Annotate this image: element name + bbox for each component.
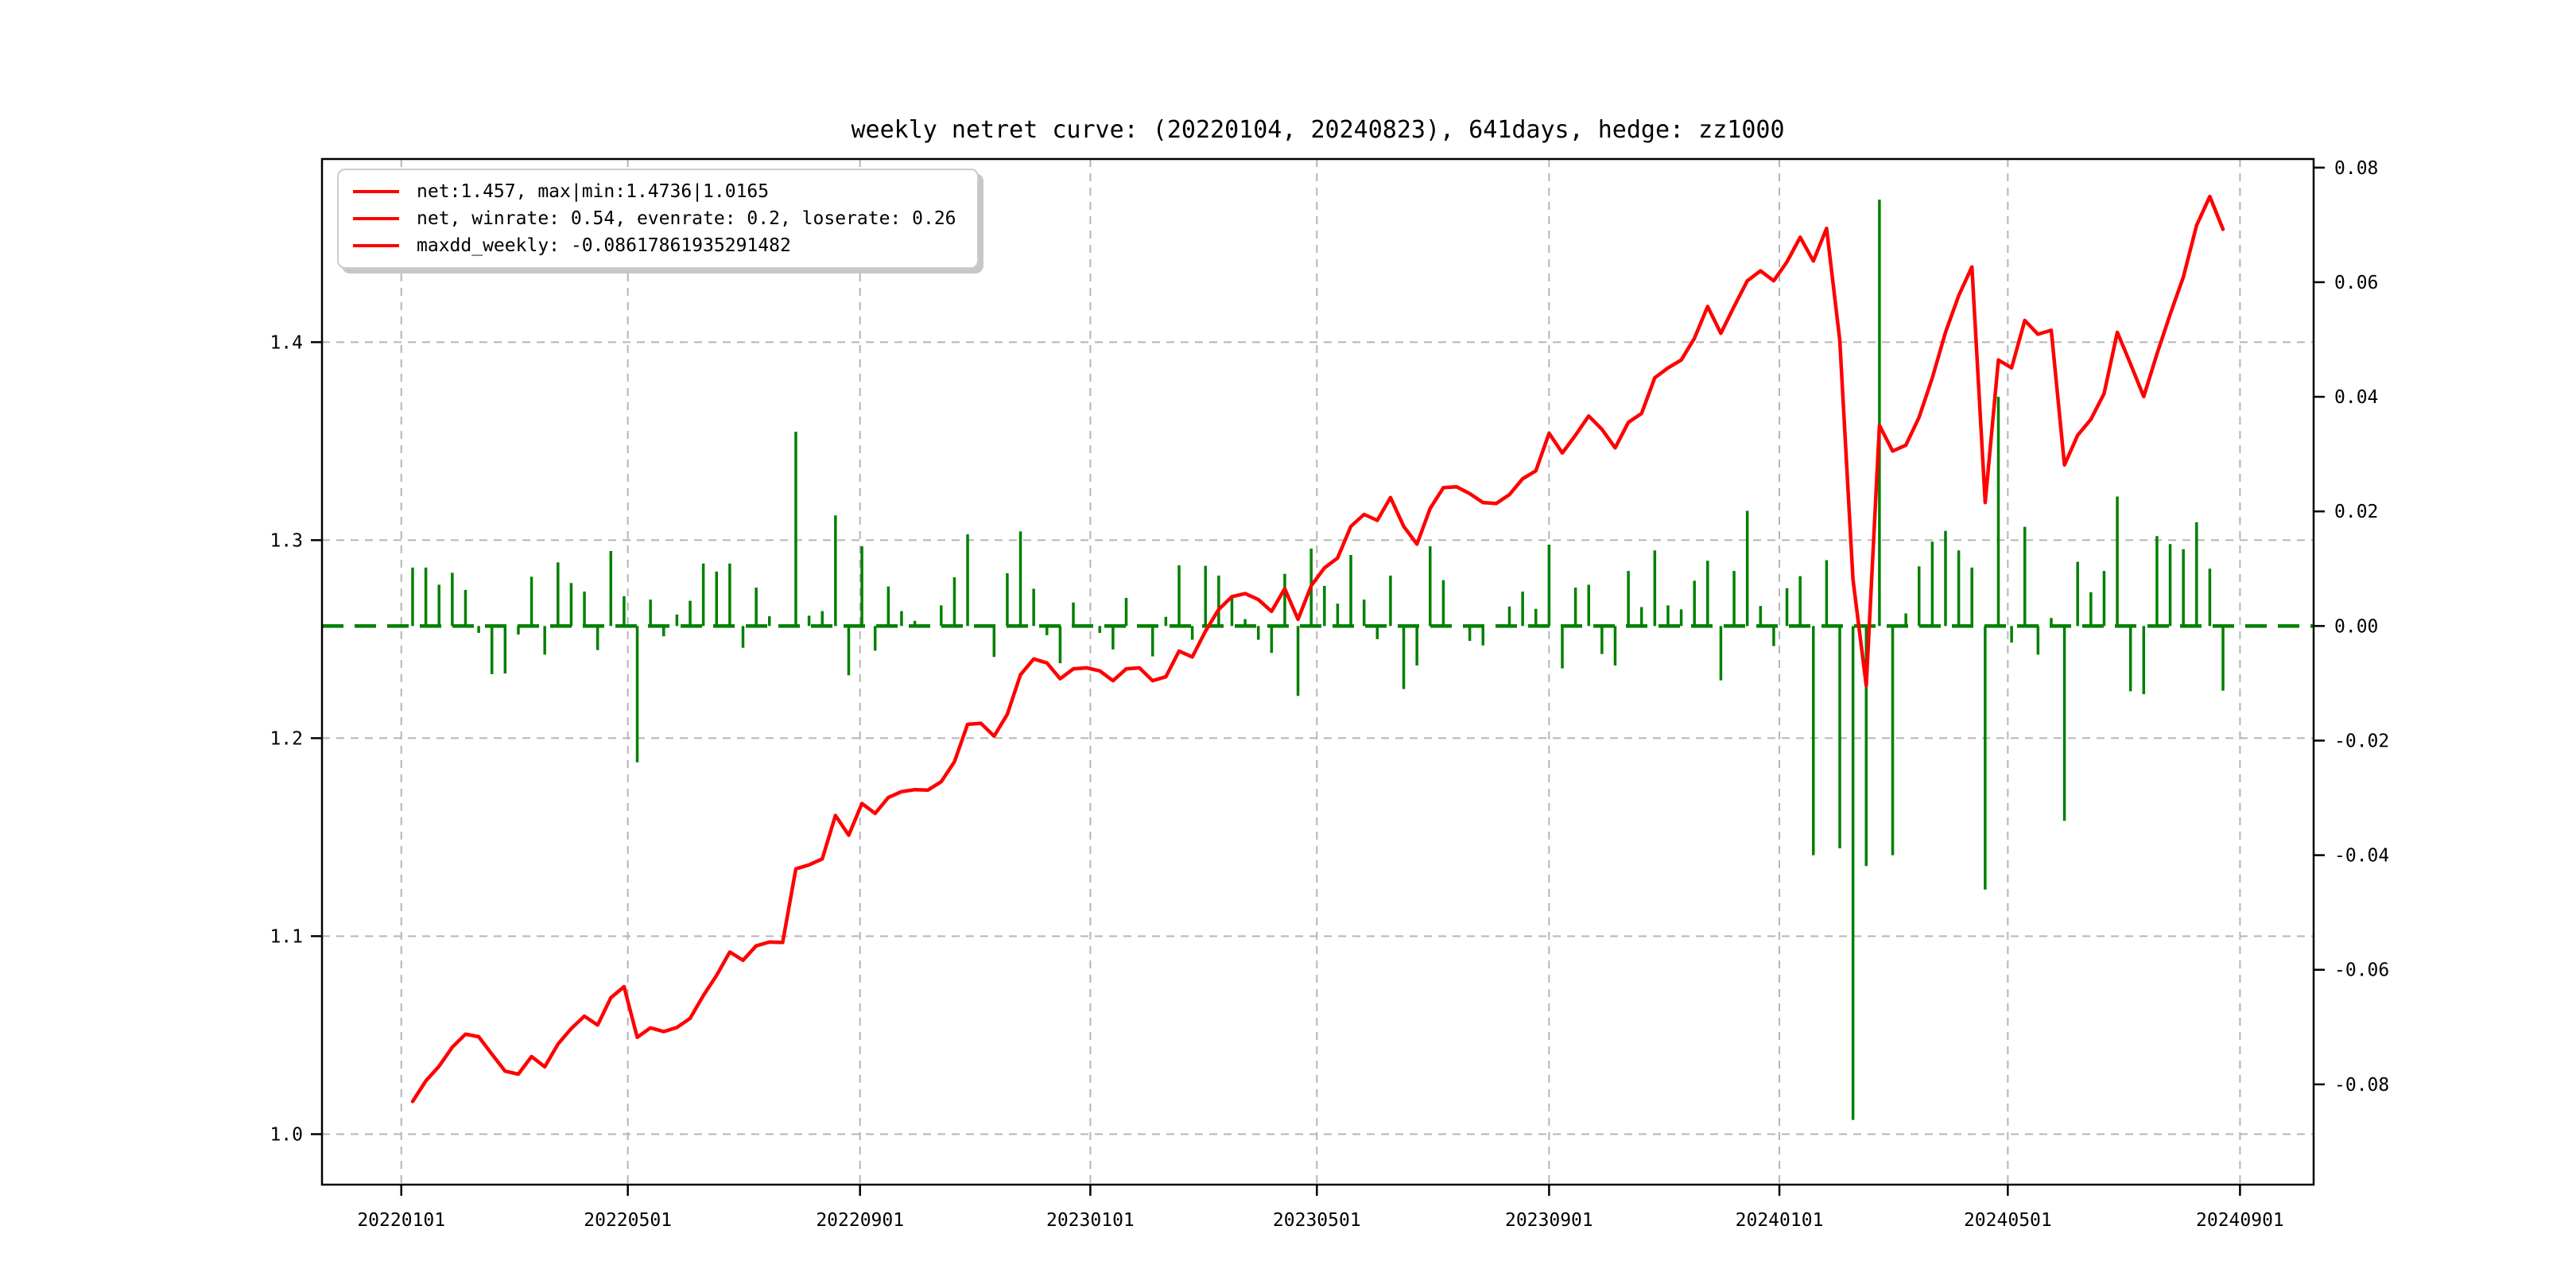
weekly-return-bars [411, 200, 2225, 1120]
tick-label: 20240101 [1736, 1210, 1824, 1231]
tick-label: -0.08 [2334, 1075, 2389, 1096]
tick-label: 1.1 [270, 926, 303, 947]
tick-label: 20230901 [1505, 1210, 1593, 1231]
chart-title: weekly netret curve: (20220104, 20240823… [851, 116, 1785, 144]
gridlines [322, 159, 2314, 1185]
tick-label: 20220901 [816, 1210, 904, 1231]
net-curve-line [410, 194, 2225, 1104]
red-line-swatch-icon [353, 190, 399, 193]
axis-ticks [311, 166, 2325, 1196]
axes-frame [320, 157, 2315, 1186]
tick-label: -0.06 [2334, 960, 2389, 981]
axis-tick-labels: 1.0 1.1 1.2 1.3 1.4 0.08 0.06 0.04 0.02 0.00 -0.02… [270, 158, 2389, 1231]
legend-label-maxdd: maxdd_weekly: -0.08617861935291482 [417, 235, 791, 256]
tick-label: 0.00 [2334, 616, 2378, 637]
legend-label-winrate: net, winrate: 0.54, evenrate: 0.2, loser… [417, 208, 956, 229]
tick-label: 20220101 [357, 1210, 445, 1231]
tick-label: -0.04 [2334, 846, 2389, 867]
tick-label: 20240901 [2196, 1210, 2284, 1231]
legend-label-net: net:1.457, max|min:1.4736|1.0165 [417, 181, 770, 202]
legend-item-net: net:1.457, max|min:1.4736|1.0165 [353, 178, 956, 205]
tick-label: 20220501 [584, 1210, 672, 1231]
tick-label: 0.08 [2334, 158, 2378, 179]
tick-label: 0.04 [2334, 387, 2378, 408]
legend: net:1.457, max|min:1.4736|1.0165 net, wi… [337, 169, 979, 269]
tick-label: 1.0 [270, 1124, 303, 1145]
tick-label: 0.06 [2334, 273, 2378, 293]
tick-label: 1.2 [270, 728, 303, 749]
red-line-swatch-icon [353, 244, 399, 247]
tick-label: 20230501 [1273, 1210, 1361, 1231]
tick-label: 1.4 [270, 332, 303, 353]
legend-item-maxdd: maxdd_weekly: -0.08617861935291482 [353, 232, 956, 259]
tick-label: -0.02 [2334, 731, 2389, 751]
red-line-swatch-icon [353, 217, 399, 220]
tick-label: 20230101 [1046, 1210, 1135, 1231]
tick-label: 1.3 [270, 530, 303, 551]
legend-item-winrate: net, winrate: 0.54, evenrate: 0.2, loser… [353, 205, 956, 232]
tick-label: 0.02 [2334, 502, 2378, 522]
tick-label: 20240501 [1964, 1210, 2052, 1231]
